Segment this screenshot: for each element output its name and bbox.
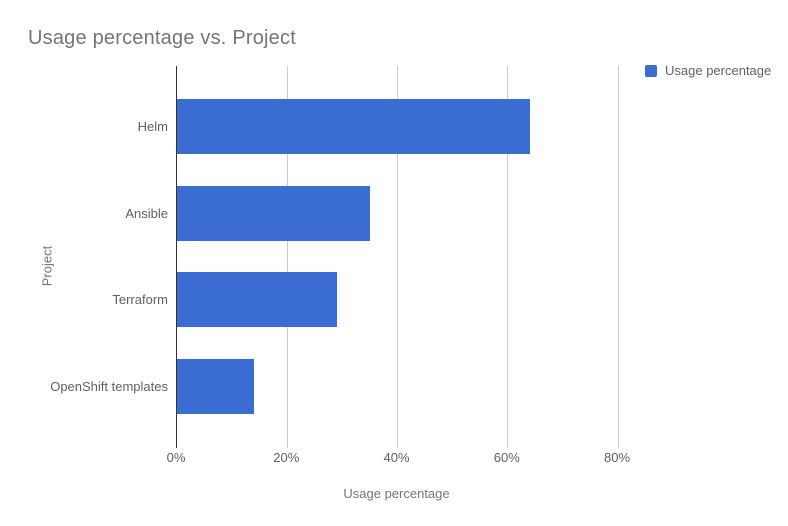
x-tick-label: 20% — [273, 450, 300, 465]
legend-label: Usage percentage — [665, 63, 772, 78]
bar-terraform — [177, 272, 337, 327]
plot-area — [176, 66, 619, 448]
legend: Usage percentage — [645, 63, 771, 78]
chart-title: Usage percentage vs. Project — [28, 27, 296, 49]
category-label-openshift-templates: OpenShift templates — [50, 378, 168, 394]
x-axis-title: Usage percentage — [343, 486, 450, 501]
gridline — [617, 66, 619, 448]
y-axis-tick-stub — [176, 443, 177, 448]
bar-helm — [177, 99, 530, 154]
y-axis-category-labels: Helm Ansible Terraform OpenShift templates — [0, 66, 168, 443]
gridline — [507, 66, 509, 448]
x-axis-tick-labels: 0% 20% 40% 60% 80% — [167, 450, 630, 468]
legend-swatch-icon — [645, 64, 657, 77]
category-label-helm: Helm — [137, 118, 168, 134]
x-tick-label: 0% — [166, 450, 186, 465]
category-label-terraform: Terraform — [112, 291, 168, 307]
y-axis-title: Project — [39, 245, 55, 287]
x-tick-label: 80% — [603, 450, 631, 465]
x-tick-label: 40% — [383, 450, 410, 465]
gridline — [397, 66, 398, 448]
gridline — [286, 66, 288, 448]
x-tick-label: 60% — [493, 450, 520, 465]
bar-openshift-templates — [177, 359, 255, 414]
category-label-ansible: Ansible — [125, 205, 168, 221]
bar-ansible — [177, 186, 370, 241]
